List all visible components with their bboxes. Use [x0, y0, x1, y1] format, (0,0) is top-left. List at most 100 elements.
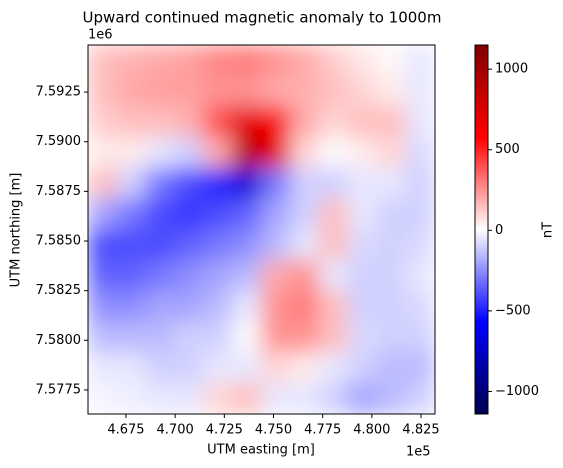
heatmap-cell: [289, 45, 320, 77]
heatmap-cell: [88, 290, 118, 323]
heatmap-cell: [232, 75, 262, 107]
x-tick-label: 4.750: [255, 423, 292, 438]
heatmap-cell: [261, 228, 291, 261]
heatmap-cell: [88, 75, 118, 107]
heatmap-cell: [261, 105, 291, 138]
heatmap-cell: [376, 45, 407, 77]
heatmap-cell: [318, 228, 349, 261]
heatmap-cell: [232, 228, 262, 261]
heatmap-cell: [289, 75, 320, 107]
heatmap-cell: [174, 75, 205, 107]
heatmap-cell: [318, 45, 349, 77]
heatmap-cell: [232, 105, 262, 138]
heatmap-cell: [145, 290, 176, 323]
x-tick-label: 4.775: [304, 423, 341, 438]
heatmap-cell: [203, 259, 234, 292]
heatmap-cell: [232, 259, 262, 292]
heatmap-cell: [376, 228, 407, 261]
heatmap-cell: [174, 382, 205, 414]
heatmap-cell: [289, 136, 320, 169]
heatmap-cell: [145, 351, 176, 384]
heatmap-cell: [405, 351, 435, 384]
heatmap-cell: [405, 198, 435, 230]
heatmap-cell: [376, 259, 407, 292]
heatmap-cell: [318, 290, 349, 323]
y-tick-label: 7.5925: [36, 85, 82, 100]
heatmap-cell: [261, 259, 291, 292]
heatmap-cell: [203, 290, 234, 323]
heatmap-cell: [145, 75, 176, 107]
heatmap-cell: [203, 75, 234, 107]
colorbar: [474, 44, 489, 415]
heatmap-cell: [116, 136, 147, 169]
colorbar-tick-label: −500: [495, 303, 531, 318]
heatmap-cell: [405, 75, 435, 107]
heatmap-cell: [405, 136, 435, 169]
heatmap-cell: [174, 228, 205, 261]
heatmap-cell: [405, 382, 435, 414]
y-offset-label: 1e6: [88, 28, 113, 43]
heatmap-cell: [347, 382, 378, 414]
heatmap-cell: [145, 105, 176, 138]
heatmap-cell: [203, 136, 234, 169]
y-tick-label: 7.5875: [36, 184, 82, 199]
y-tick-label: 7.5800: [36, 333, 82, 348]
heatmap: [88, 45, 435, 414]
heatmap-cell: [289, 382, 320, 414]
heatmap-cell: [88, 382, 118, 414]
heatmap-cell: [88, 136, 118, 169]
heatmap-cell: [261, 290, 291, 323]
heatmap-cell: [88, 167, 118, 200]
heatmap-cell: [203, 45, 234, 77]
heatmap-cell: [261, 198, 291, 230]
heatmap-cell: [88, 228, 118, 261]
heatmap-cell: [347, 351, 378, 384]
heatmap-cell: [289, 198, 320, 230]
heatmap-cell: [289, 105, 320, 138]
heatmap-cell: [318, 167, 349, 200]
heatmap-cell: [289, 167, 320, 200]
y-tick-label: 7.5900: [36, 134, 82, 149]
heatmap-cell: [376, 136, 407, 169]
heatmap-cell: [261, 321, 291, 353]
heatmap-cell: [232, 382, 262, 414]
heatmap-cell: [232, 290, 262, 323]
heatmap-cell: [261, 351, 291, 384]
heatmap-cell: [232, 167, 262, 200]
colorbar-label: nT: [541, 222, 556, 238]
x-tick-label: 4.825: [402, 423, 439, 438]
colorbar-tick-label: 1000: [495, 62, 528, 77]
x-offset-label: 1e5: [406, 445, 431, 460]
heatmap-cell: [232, 45, 262, 77]
heatmap-cell: [318, 351, 349, 384]
heatmap-cell: [203, 351, 234, 384]
heatmap-cell: [203, 167, 234, 200]
heatmap-cell: [405, 321, 435, 353]
x-tick-label: 4.800: [353, 423, 390, 438]
heatmap-cell: [232, 321, 262, 353]
heatmap-cell: [347, 198, 378, 230]
x-tick-label: 4.725: [206, 423, 243, 438]
heatmap-cell: [405, 105, 435, 138]
heatmap-cell: [116, 321, 147, 353]
heatmap-cell: [318, 382, 349, 414]
heatmap-cell: [347, 290, 378, 323]
colorbar-tick-label: 500: [495, 142, 520, 157]
x-tick-label: 4.700: [157, 423, 194, 438]
heatmap-cell: [145, 198, 176, 230]
heatmap-cell: [347, 167, 378, 200]
heatmap-cell: [376, 321, 407, 353]
heatmap-cell: [261, 167, 291, 200]
heatmap-cell: [145, 321, 176, 353]
heatmap-cell: [318, 136, 349, 169]
heatmap-cell: [145, 259, 176, 292]
heatmap-cell: [174, 105, 205, 138]
heatmap-cell: [405, 45, 435, 77]
heatmap-cell: [145, 136, 176, 169]
heatmap-cell: [405, 167, 435, 200]
heatmap-cell: [261, 45, 291, 77]
heatmap-cell: [347, 228, 378, 261]
heatmap-cell: [376, 198, 407, 230]
plot-frame: [87, 44, 436, 415]
